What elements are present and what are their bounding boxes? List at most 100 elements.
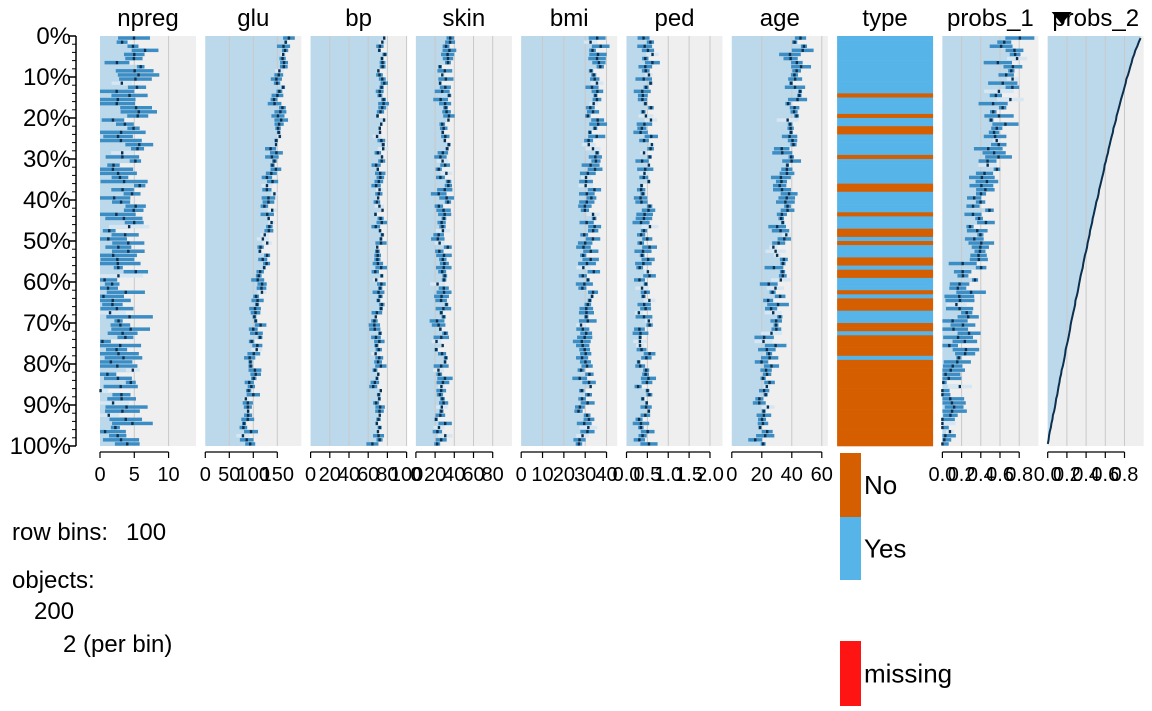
type-bin-77 (837, 351, 934, 357)
sort-descending-icon[interactable] (1051, 12, 1072, 24)
mean-point-npreg-29 (121, 155, 124, 159)
mean-point-skin-61 (442, 286, 445, 290)
mean-point-bp-12 (380, 85, 383, 89)
mean-point-age-30 (790, 159, 793, 163)
sd-bar-probs_1-81 (942, 368, 966, 372)
mean-point-skin-1 (448, 40, 452, 44)
mean-point-ped-11 (649, 81, 652, 85)
mean-point-bp-54 (376, 257, 379, 262)
mean-point-bp-26 (382, 143, 385, 147)
sd-bar-probs_1-87 (942, 393, 951, 397)
mean-point-age-28 (781, 151, 784, 155)
mean-point-probs_1-8 (1010, 69, 1013, 73)
mean-point-bmi-62 (591, 290, 595, 294)
mean-point-age-60 (767, 282, 770, 286)
type-bin-55 (837, 261, 934, 266)
type-bin-95 (837, 425, 934, 430)
mean-point-skin-46 (441, 225, 444, 229)
type-bin-54 (837, 257, 934, 262)
mean-point-npreg-5 (132, 56, 136, 61)
type-bin-48 (837, 232, 934, 238)
mean-point-probs_1-32 (995, 167, 999, 171)
mean-point-skin-27 (445, 147, 449, 151)
mean-point-probs_1-79 (956, 360, 959, 364)
mean-point-npreg-21 (123, 122, 127, 126)
mean-point-age-40 (784, 200, 787, 204)
mean-point-glu-83 (252, 376, 255, 380)
type-bin-94 (837, 421, 934, 426)
mean-point-bmi-5 (595, 56, 599, 61)
mean-point-age-15 (796, 97, 799, 102)
mean-point-bp-43 (374, 212, 377, 216)
mean-point-skin-42 (442, 208, 445, 212)
mean-point-npreg-87 (120, 393, 123, 397)
mean-point-bmi-56 (582, 266, 585, 270)
mean-point-ped-84 (645, 380, 649, 385)
mean-point-probs_1-45 (984, 220, 988, 225)
mean-point-bmi-26 (587, 143, 590, 147)
sd-bar-npreg-67 (100, 311, 126, 315)
mean-point-npreg-73 (124, 335, 127, 339)
mean-point-bmi-49 (591, 237, 595, 241)
mean-point-age-92 (762, 413, 766, 417)
type-bin-43 (837, 212, 934, 217)
mean-point-glu-50 (266, 241, 269, 245)
column-title-skin: skin (443, 5, 486, 32)
mean-point-bp-16 (382, 102, 385, 106)
type-bin-88 (837, 396, 934, 402)
mean-area-skin (415, 36, 451, 446)
mean-point-age-14 (798, 93, 801, 98)
mean-point-bp-82 (377, 372, 380, 376)
mean-point-bp-73 (374, 335, 378, 339)
mean-point-bp-13 (378, 89, 381, 93)
mean-point-glu-29 (270, 155, 274, 159)
mean-point-age-19 (795, 114, 798, 118)
mean-point-bmi-93 (587, 417, 591, 421)
mean-point-bmi-91 (577, 409, 580, 413)
tick-label-ped-1: 0.5 (633, 464, 661, 486)
type-bin-21 (837, 122, 934, 127)
mean-point-bp-79 (376, 360, 380, 364)
mean-point-probs_1-67 (965, 311, 968, 315)
mean-point-probs_1-69 (951, 319, 954, 323)
mean-point-npreg-20 (111, 118, 115, 122)
mean-point-probs_1-84 (942, 380, 945, 385)
tick-label-age-0: 0 (726, 464, 737, 486)
mean-point-ped-56 (638, 266, 641, 270)
type-bin-64 (837, 298, 934, 303)
sd-bar-npreg-32 (100, 167, 134, 171)
mean-point-ped-50 (639, 241, 642, 245)
mean-point-bp-50 (379, 241, 383, 245)
mean-point-probs_1-11 (1001, 81, 1004, 85)
sd-bar-probs_1-95 (942, 425, 949, 430)
mean-point-glu-36 (265, 184, 269, 188)
mean-point-npreg-45 (133, 220, 136, 225)
type-bin-85 (837, 384, 934, 389)
column-title-type: type (862, 5, 907, 32)
mean-point-glu-7 (282, 65, 286, 69)
mean-point-age-83 (761, 376, 765, 380)
type-legend: No Yes missing (840, 453, 952, 706)
mean-point-bp-29 (380, 155, 384, 159)
mean-point-age-24 (788, 134, 791, 139)
mean-point-probs_1-97 (944, 434, 947, 438)
mean-point-skin-39 (445, 196, 448, 200)
mean-point-age-94 (761, 421, 765, 426)
mean-point-probs_1-96 (948, 430, 952, 434)
mean-point-probs_1-99 (941, 442, 944, 446)
mean-point-npreg-35 (122, 179, 126, 184)
type-bin-42 (837, 208, 934, 213)
tick-label-bmi-0: 0 (516, 464, 527, 486)
mean-point-bp-78 (378, 356, 381, 360)
mean-point-npreg-91 (121, 409, 124, 413)
mean-point-ped-68 (642, 315, 646, 319)
mean-point-age-90 (766, 405, 770, 409)
mean-point-bmi-85 (589, 384, 592, 389)
mean-point-glu-10 (275, 77, 278, 81)
mean-point-ped-24 (650, 134, 653, 139)
mean-point-ped-17 (649, 106, 653, 110)
mean-point-probs_1-10 (1011, 77, 1014, 81)
type-bin-44 (837, 216, 934, 221)
mean-point-bmi-64 (588, 298, 591, 303)
mean-point-npreg-97 (116, 434, 119, 438)
